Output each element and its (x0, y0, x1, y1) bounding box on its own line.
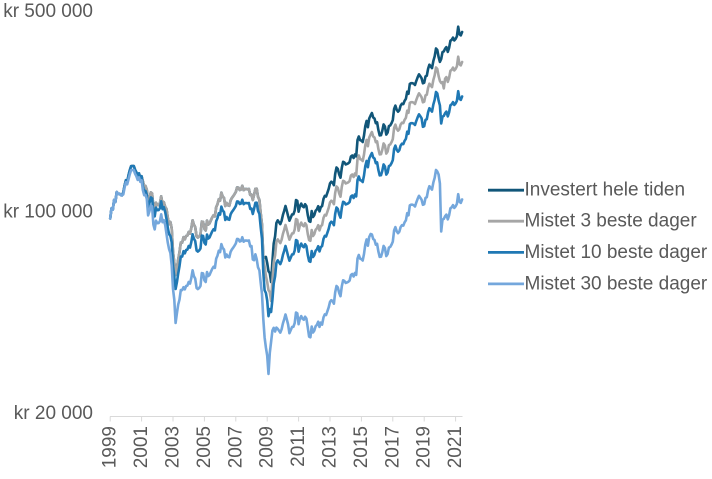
svg-text:2011: 2011 (288, 426, 309, 467)
svg-text:2007: 2007 (225, 426, 246, 468)
svg-text:2017: 2017 (382, 426, 403, 468)
svg-text:2019: 2019 (414, 426, 435, 468)
svg-text:kr 100 000: kr 100 000 (3, 202, 93, 223)
svg-text:2013: 2013 (320, 426, 341, 468)
svg-text:Investert hele tiden: Investert hele tiden (525, 180, 686, 201)
svg-text:Mistet 3 beste dager: Mistet 3 beste dager (525, 211, 698, 232)
svg-text:kr 20 000: kr 20 000 (14, 403, 93, 424)
svg-text:Mistet 30 beste dager: Mistet 30 beste dager (525, 273, 708, 294)
svg-text:1999: 1999 (100, 426, 121, 468)
svg-text:2003: 2003 (163, 426, 184, 468)
svg-text:Mistet 10 beste dager: Mistet 10 beste dager (525, 242, 708, 263)
svg-text:2005: 2005 (194, 426, 215, 468)
svg-text:kr 500 000: kr 500 000 (3, 1, 93, 22)
svg-text:2021: 2021 (445, 426, 466, 468)
svg-text:2009: 2009 (257, 426, 278, 468)
svg-text:2015: 2015 (351, 426, 372, 468)
svg-text:2001: 2001 (131, 426, 152, 468)
